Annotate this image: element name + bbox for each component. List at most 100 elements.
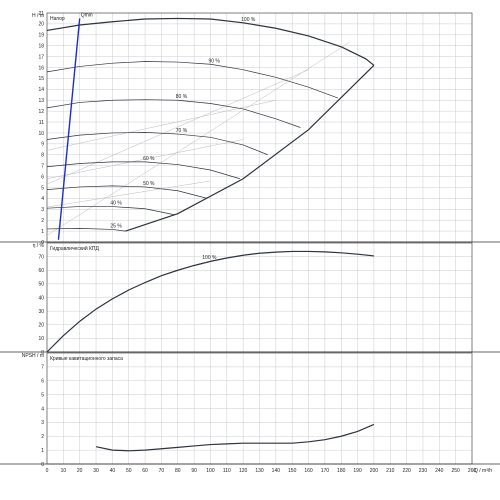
series-label: 100 % (202, 255, 217, 261)
y-tick-label: 21 (38, 11, 44, 17)
x-tick-label: 130 (255, 468, 264, 474)
y-tick-label: 50 (38, 282, 44, 288)
y-tick-label: 9 (41, 142, 44, 148)
head-curve (46, 132, 268, 156)
qmin-annotation: Qmin (81, 12, 93, 18)
x-tick-label: 230 (419, 468, 428, 474)
reference-line (46, 42, 350, 236)
y-tick-label: 11 (39, 120, 44, 126)
y-tick-label: 10 (38, 131, 44, 137)
qmin-line (57, 18, 81, 240)
x-tick-label: 260 (468, 468, 477, 474)
efficiency-label: 60 % (143, 156, 155, 162)
x-tick-label: 10 (61, 468, 67, 474)
x-tick-label: 110 (223, 468, 231, 474)
x-tick-label: 120 (239, 468, 248, 474)
y-tick-label: 30 (38, 309, 44, 315)
x-tick-label: 20 (77, 468, 83, 474)
y-tick-label: 20 (38, 323, 44, 329)
y-tick-label: 19 (38, 33, 44, 39)
y-tick-label: 8 (41, 153, 44, 159)
head-curve (46, 206, 175, 216)
y-tick-label: 0 (41, 350, 44, 356)
head-curve (46, 228, 126, 232)
y-tick-label: 3 (41, 207, 44, 213)
panel-3: 0 1 2 3 4 5 6 7 NPSH / m Кривые кавитационного за… (0, 352, 500, 474)
x-tick-label: 180 (337, 468, 346, 474)
y-tick-label: 10 (38, 336, 44, 342)
y-tick-label: 15 (38, 76, 44, 82)
head-curve (46, 17, 375, 66)
y-tick-label: 7 (41, 365, 44, 371)
head-curve (46, 99, 301, 128)
head-curve (46, 185, 208, 199)
y-tick-label: 6 (41, 174, 44, 180)
y-tick-label: 20 (38, 22, 44, 28)
y-tick-label: 5 (41, 392, 44, 398)
efficiency-label: 25 % (110, 223, 122, 229)
efficiency-label: 70 % (176, 128, 188, 134)
panel-title: Кривые кавитационного запаса (50, 356, 123, 362)
y-tick-label: 2 (41, 434, 44, 440)
head-curve (46, 161, 240, 180)
panel-2: 0 10 20 30 40 50 60 70 η / % Гидравлический КПД 10… (0, 242, 500, 356)
x-tick-label: 0 (46, 468, 49, 474)
x-tick-label: 70 (159, 468, 165, 474)
x-tick-label: 60 (142, 468, 148, 474)
y-axis-label: H / m (32, 13, 44, 19)
x-tick-label: 150 (288, 468, 297, 474)
y-tick-label: 60 (38, 268, 44, 274)
y-tick-label: 4 (41, 196, 44, 202)
y-tick-label: 17 (38, 54, 44, 60)
x-tick-label: 200 (370, 468, 379, 474)
efficiency-label: 100 % (241, 17, 256, 23)
panel-title: Гидравлический КПД (50, 245, 100, 252)
y-tick-label: 4 (41, 406, 44, 412)
y-tick-label: 70 (38, 254, 44, 260)
npsh-curve (95, 423, 375, 452)
x-tick-label: 30 (93, 468, 99, 474)
x-tick-label: 80 (175, 468, 181, 474)
y-tick-label: 6 (41, 379, 44, 385)
y-tick-label: 40 (38, 295, 44, 301)
y-tick-label: 0 (41, 240, 44, 246)
y-tick-label: 14 (38, 87, 44, 93)
x-tick-label: 240 (435, 468, 444, 474)
x-tick-label: 210 (386, 468, 395, 474)
efficiency-label: 90 % (208, 58, 220, 64)
y-axis-label: NPSH / m (22, 353, 44, 359)
x-tick-label: 160 (304, 468, 313, 474)
x-axis-label: Q / m³/h (474, 468, 492, 474)
y-tick-label: 16 (38, 65, 44, 71)
y-tick-label: 1 (41, 229, 44, 235)
x-tick-label: 40 (110, 468, 116, 474)
x-tick-label: 100 (206, 468, 215, 474)
panel-title: Напор (50, 16, 65, 22)
limit-curve (125, 64, 375, 232)
efficiency-label: 50 % (143, 181, 155, 187)
y-tick-label: 12 (38, 109, 44, 115)
efficiency-curve (46, 250, 374, 353)
efficiency-label: 40 % (110, 201, 122, 207)
y-tick-label: 7 (41, 163, 44, 169)
y-tick-label: 3 (41, 420, 44, 426)
y-tick-label: 5 (41, 185, 44, 191)
y-tick-label: 2 (41, 218, 44, 224)
x-tick-label: 170 (321, 468, 330, 474)
x-tick-label: 190 (353, 468, 362, 474)
x-tick-label: 140 (272, 468, 281, 474)
x-tick-label: 250 (451, 468, 460, 474)
reference-line (46, 139, 244, 179)
y-tick-label: 1 (41, 448, 44, 454)
reference-line (46, 99, 276, 151)
x-tick-label: 90 (191, 468, 197, 474)
x-tick-label: 50 (126, 468, 132, 474)
y-tick-label: 18 (38, 44, 44, 50)
efficiency-label: 80 % (176, 94, 188, 100)
reference-line (46, 69, 309, 185)
y-tick-label: 0 (41, 462, 44, 468)
y-tick-label: 13 (38, 98, 44, 104)
head-curve (46, 61, 339, 99)
